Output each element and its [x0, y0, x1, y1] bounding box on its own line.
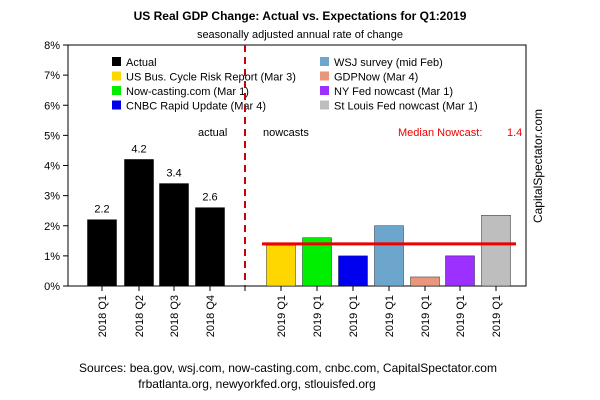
x-category-label: 2019 Q1: [348, 295, 360, 337]
nowcast-bar: [410, 276, 440, 287]
x-category-label: 2018 Q2: [134, 295, 146, 337]
legend-label: US Bus. Cycle Risk Report (Mar 3): [126, 72, 296, 84]
nowcast-bar: [266, 245, 296, 287]
nowcasts-section-label: nowcasts: [263, 127, 309, 139]
actual-data-label: 3.4: [166, 168, 181, 180]
legend-swatch: [320, 100, 329, 110]
nowcast-bar: [481, 215, 511, 287]
median-nowcast-value: 1.4: [507, 127, 522, 139]
legend-swatch: [112, 86, 121, 95]
nowcast-bar: [445, 255, 475, 287]
y-tick-label: 2%: [44, 221, 60, 233]
actual-bar: [124, 159, 154, 287]
x-category-label: 2019 Q1: [384, 295, 396, 337]
y-tick-label: 6%: [44, 100, 60, 112]
median-nowcast-label: Median Nowcast:: [398, 127, 482, 139]
legend-swatch: [320, 71, 329, 81]
bars: 2.2 4.2 3.4 2.6: [87, 45, 516, 287]
legend-label: WSJ survey (mid Feb): [334, 57, 443, 69]
y-tick-label: 5%: [44, 130, 60, 142]
y-tick-label: 7%: [44, 70, 60, 82]
x-category-label: 2018 Q4: [205, 295, 217, 337]
y-axis: 0% 1% 2% 3% 4% 5% 6% 7% 8%: [44, 40, 68, 293]
sources-line-1: Sources: bea.gov, wsj.com, now-casting.c…: [79, 361, 497, 375]
chart-subtitle: seasonally adjusted annual rate of chang…: [197, 29, 403, 41]
y-tick-label: 0%: [44, 281, 60, 293]
legend-label: Actual: [126, 57, 157, 69]
nowcast-bar: [302, 237, 332, 287]
legend-label: St Louis Fed nowcast (Mar 1): [334, 101, 478, 113]
actual-section-label: actual: [198, 127, 227, 139]
legend-swatch: [112, 71, 121, 81]
y-tick-label: 3%: [44, 191, 60, 203]
x-axis: 2018 Q1 2018 Q2 2018 Q3 2018 Q4 2019 Q1 2019 …: [97, 286, 503, 337]
y-tick-label: 4%: [44, 161, 60, 173]
x-category-label: 2018 Q3: [169, 295, 181, 337]
legend-swatch: [320, 57, 329, 66]
legend-label: CNBC Rapid Update (Mar 4): [126, 101, 266, 113]
legend-label: GDPNow (Mar 4): [334, 72, 418, 84]
legend-label: NY Fed nowcast (Mar 1): [334, 86, 453, 98]
x-category-label: 2019 Q1: [455, 295, 467, 337]
y-tick-label: 8%: [44, 40, 60, 52]
actual-bar: [87, 219, 117, 287]
legend-swatch: [320, 86, 329, 95]
legend-label: Now-casting.com (Mar 1): [126, 86, 249, 98]
nowcast-bar: [374, 225, 404, 287]
x-category-label: 2019 Q1: [420, 295, 432, 337]
actual-data-label: 4.2: [131, 143, 146, 155]
x-category-label: 2019 Q1: [312, 295, 324, 337]
x-category-label: 2019 Q1: [491, 295, 503, 337]
legend-swatch: [112, 57, 121, 66]
y-tick-label: 1%: [44, 251, 60, 263]
actual-data-label: 2.2: [94, 204, 109, 216]
sources-line-2: frbatlanta.org, newyorkfed.org, stlouisf…: [138, 377, 375, 391]
x-category-label: 2019 Q1: [276, 295, 288, 337]
actual-bar: [195, 207, 225, 287]
side-watermark-label: CapitalSpectator.com: [531, 109, 545, 223]
x-category-label: 2018 Q1: [97, 295, 109, 337]
actual-data-label: 2.6: [202, 192, 217, 204]
chart-title: US Real GDP Change: Actual vs. Expectati…: [134, 9, 467, 23]
actual-bar: [159, 183, 189, 287]
legend-swatch: [112, 100, 121, 110]
legend: Actual US Bus. Cycle Risk Report (Mar 3) N…: [112, 57, 478, 113]
nowcast-bar: [338, 255, 368, 287]
